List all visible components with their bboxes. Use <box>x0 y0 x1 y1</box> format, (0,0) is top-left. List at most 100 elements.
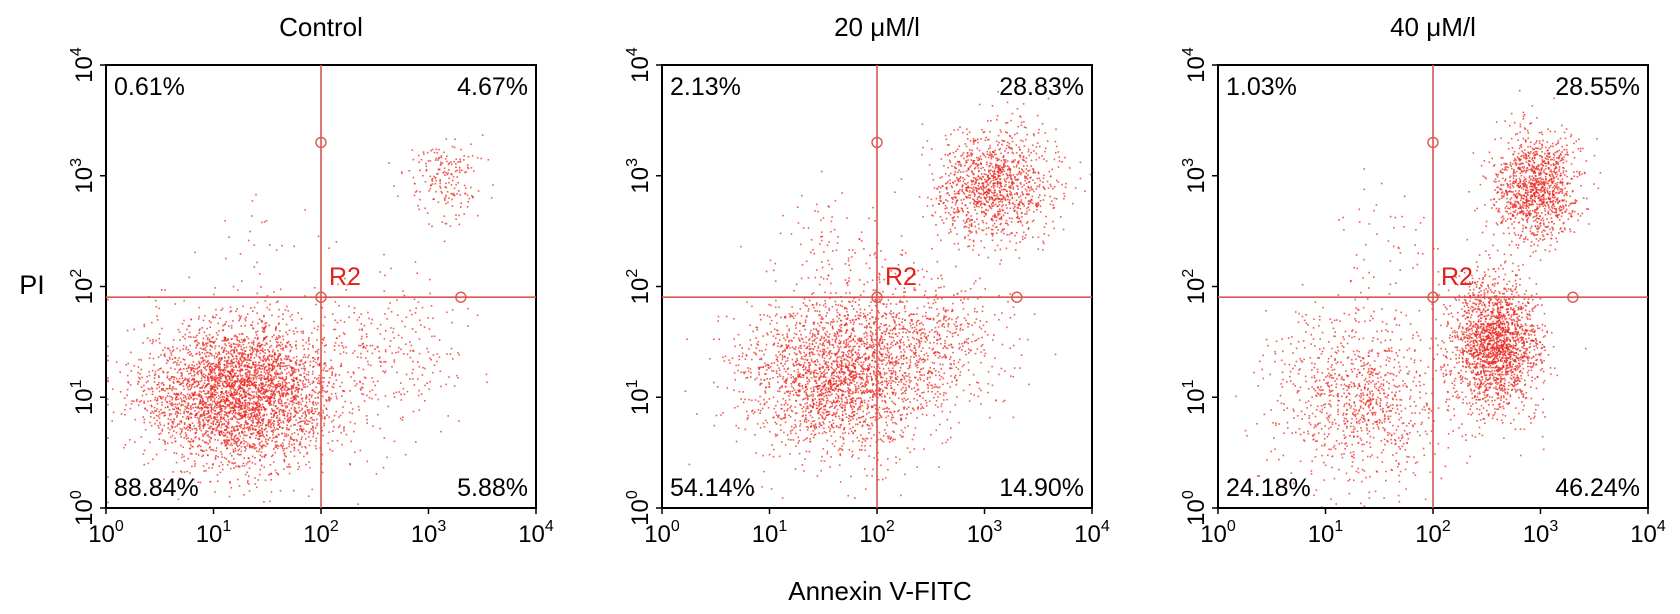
data-point <box>477 214 479 217</box>
data-point <box>217 430 220 432</box>
data-point <box>225 257 227 260</box>
data-point <box>258 364 261 367</box>
data-point <box>266 371 269 374</box>
data-point <box>436 151 438 154</box>
data-point <box>420 324 422 326</box>
data-point <box>304 446 306 448</box>
data-point <box>218 378 221 381</box>
data-point <box>184 337 186 340</box>
data-point <box>255 422 258 424</box>
data-point <box>252 374 255 377</box>
data-point <box>229 389 232 392</box>
data-point <box>445 194 447 197</box>
data-point <box>362 368 365 371</box>
data-point <box>208 320 211 322</box>
data-point <box>451 321 453 324</box>
data-point <box>307 348 309 350</box>
data-point <box>262 383 264 385</box>
data-point <box>247 480 249 482</box>
data-point <box>242 462 245 465</box>
gate-handle[interactable] <box>455 291 467 303</box>
data-point <box>261 430 263 433</box>
data-point <box>291 313 293 316</box>
data-point <box>231 402 234 405</box>
data-point <box>305 463 307 466</box>
data-point <box>149 441 151 444</box>
data-point <box>802 410 804 413</box>
data-point <box>272 424 275 427</box>
data-point <box>198 332 201 334</box>
data-point <box>172 339 175 341</box>
data-point <box>289 343 291 346</box>
data-point <box>145 393 148 396</box>
data-point <box>230 338 233 341</box>
data-point <box>246 393 249 395</box>
data-point <box>189 354 191 356</box>
data-point <box>195 431 197 434</box>
data-point <box>882 390 884 393</box>
data-point <box>188 385 191 388</box>
data-point <box>298 444 301 446</box>
data-point <box>229 370 232 373</box>
data-point <box>258 344 261 347</box>
data-point <box>791 306 793 308</box>
data-point <box>431 177 434 180</box>
data-point <box>290 400 293 402</box>
data-point <box>775 370 778 372</box>
data-point <box>467 201 470 203</box>
data-point <box>200 449 202 451</box>
data-point <box>285 377 288 379</box>
data-point <box>260 392 262 395</box>
data-point <box>190 397 192 399</box>
data-point <box>854 363 856 365</box>
data-point <box>890 270 892 272</box>
data-point <box>232 409 234 412</box>
data-point <box>153 417 155 419</box>
data-point <box>269 464 272 466</box>
data-point <box>237 428 239 430</box>
data-point <box>423 153 425 155</box>
data-point <box>265 365 268 368</box>
data-point <box>775 372 778 374</box>
data-point <box>184 333 187 336</box>
data-point <box>444 196 447 198</box>
data-point <box>910 356 912 358</box>
gate-handle[interactable] <box>315 291 327 303</box>
data-point <box>854 402 857 405</box>
data-point <box>189 447 192 450</box>
data-point <box>251 374 253 376</box>
data-point <box>846 318 849 321</box>
data-point <box>256 413 259 416</box>
data-point <box>206 434 209 437</box>
data-point <box>264 322 266 325</box>
data-point <box>328 247 330 249</box>
data-point <box>287 393 290 396</box>
data-point <box>172 349 175 351</box>
data-point <box>251 384 253 386</box>
data-point <box>237 378 239 380</box>
data-point <box>240 426 242 429</box>
data-point <box>431 225 433 228</box>
data-point <box>213 369 216 371</box>
data-point <box>792 439 795 441</box>
data-point <box>257 405 260 407</box>
data-point <box>201 356 204 359</box>
data-point <box>192 361 195 363</box>
data-point <box>317 348 320 351</box>
data-point <box>445 138 448 140</box>
gate-handle[interactable] <box>315 136 327 149</box>
data-point <box>228 378 231 381</box>
data-point <box>203 390 205 393</box>
data-point <box>327 442 329 445</box>
data-point <box>236 339 239 342</box>
data-point <box>232 450 235 453</box>
data-point <box>222 417 225 420</box>
data-point <box>310 411 313 413</box>
data-point <box>879 415 882 417</box>
data-point <box>235 335 237 338</box>
data-point <box>208 390 210 393</box>
data-point <box>291 438 293 440</box>
data-point <box>312 389 314 391</box>
data-point <box>267 380 269 383</box>
data-point <box>249 416 251 419</box>
